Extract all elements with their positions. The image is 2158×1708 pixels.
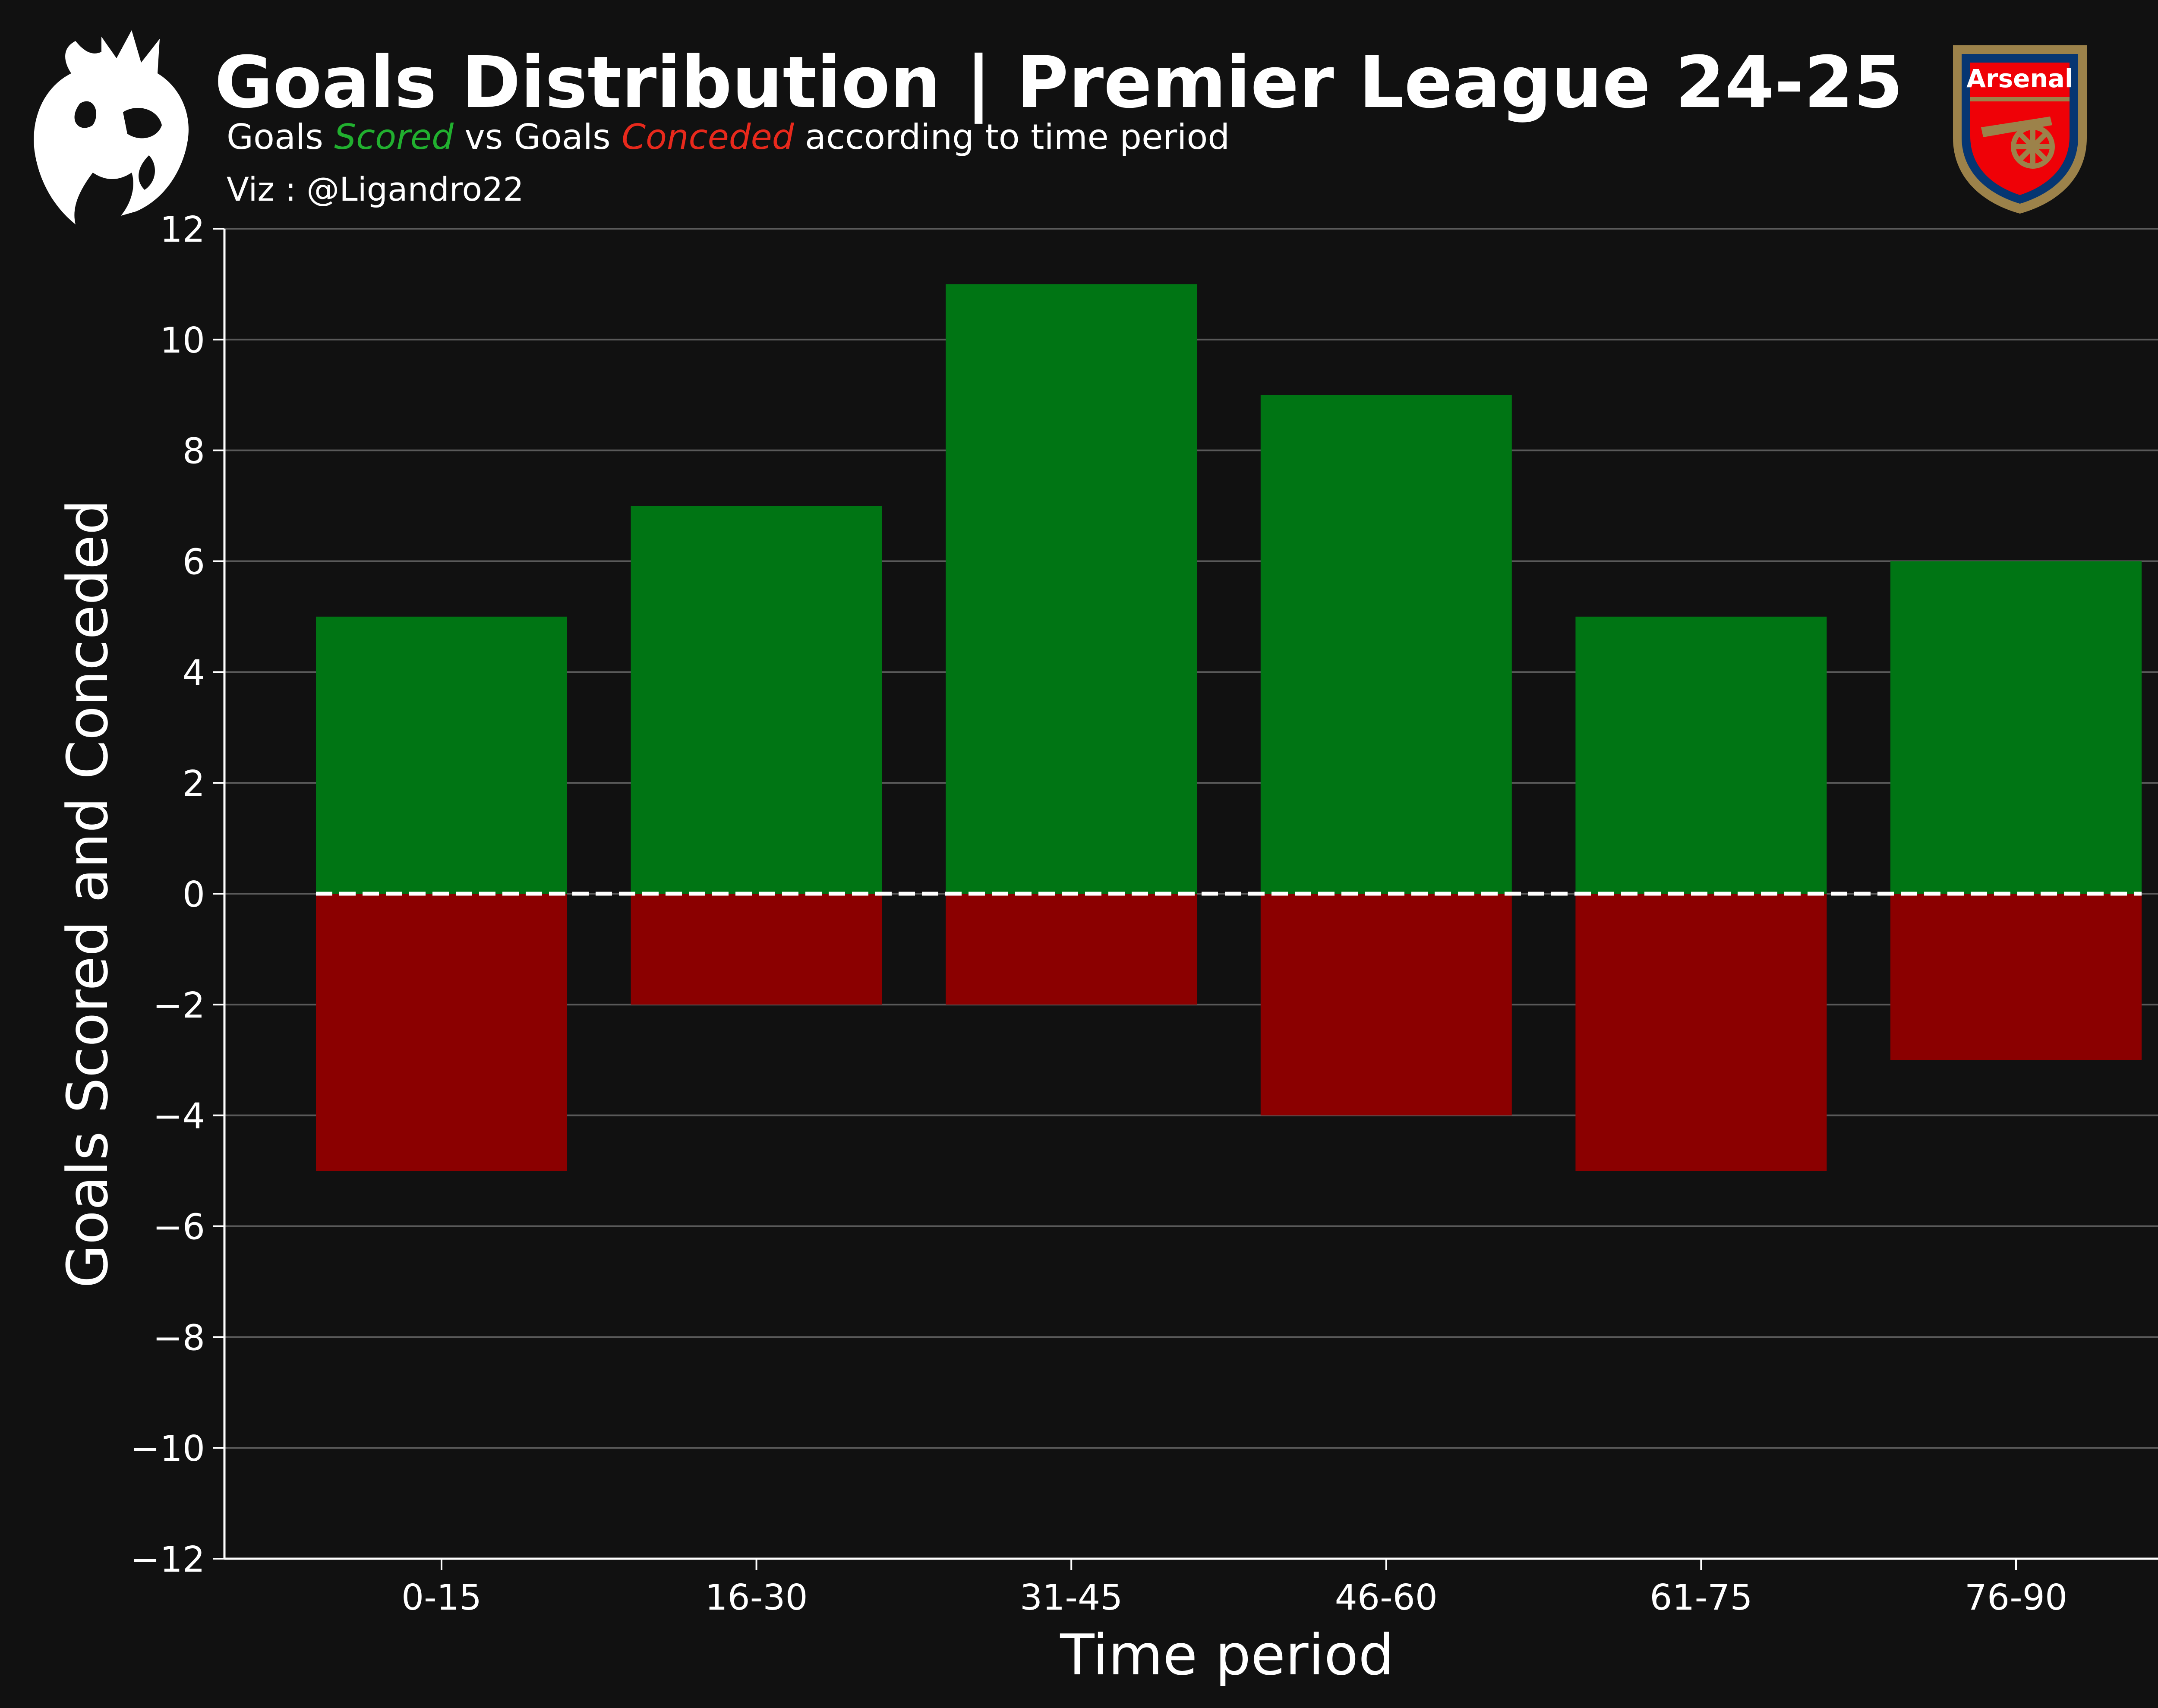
- bars: [316, 284, 2142, 1171]
- arsenal-badge-text: Arsenal: [1966, 64, 2073, 93]
- y-tick-label: 0: [183, 874, 205, 915]
- subtitle-scored-word: Scored: [334, 117, 454, 157]
- x-tick-label: 76-90: [1965, 1577, 2067, 1618]
- bar-scored: [1890, 561, 2142, 894]
- y-tick-label: −6: [153, 1207, 205, 1248]
- subtitle-conceded-word: Conceded: [622, 117, 795, 157]
- bar-conceded: [1575, 894, 1827, 1171]
- bar-scored: [1260, 395, 1512, 894]
- subtitle-part-1: Goals: [227, 117, 334, 157]
- y-tick-label: 2: [183, 763, 205, 804]
- bar-conceded: [316, 894, 567, 1171]
- y-ticks: 12 10 8 6 4 2 0 −2 −4 −6 −8 −10 −12: [130, 209, 224, 1580]
- bar-scored: [631, 506, 882, 894]
- bar-scored: [946, 284, 1197, 894]
- y-tick-label: 4: [183, 652, 205, 693]
- y-tick-label: 8: [183, 431, 205, 472]
- y-tick-label: 12: [160, 209, 205, 250]
- x-tick-label: 46-60: [1335, 1577, 1438, 1618]
- y-tick-label: −10: [130, 1428, 205, 1469]
- x-ticks: 0-15 16-30 31-45 46-60 61-75 76-90: [401, 1559, 2067, 1618]
- y-tick-label: 10: [160, 320, 205, 361]
- bar-scored: [1575, 616, 1827, 894]
- bar-conceded: [1890, 894, 2142, 1060]
- chart-title: Goals Distribution | Premier League 24-2…: [215, 41, 1903, 124]
- y-tick-label: −4: [153, 1096, 205, 1137]
- x-tick-label: 0-15: [401, 1577, 482, 1618]
- y-tick-label: −2: [153, 985, 205, 1026]
- y-tick-label: −12: [130, 1539, 205, 1580]
- arsenal-badge: Arsenal: [1953, 45, 2087, 214]
- chart-credit: Viz : @Ligandro22: [227, 170, 524, 208]
- x-tick-label: 61-75: [1650, 1577, 1752, 1618]
- y-tick-label: −8: [153, 1317, 205, 1358]
- bar-conceded: [1260, 894, 1512, 1116]
- y-axis-label: Goals Scored and Conceded: [55, 499, 120, 1288]
- bar-scored: [316, 616, 567, 894]
- subtitle-part-3: vs Goals: [454, 117, 622, 157]
- x-tick-label: 16-30: [705, 1577, 808, 1618]
- subtitle-part-5: according to time period: [794, 117, 1230, 157]
- bar-conceded: [946, 894, 1197, 1005]
- x-tick-label: 31-45: [1020, 1577, 1123, 1618]
- y-tick-label: 6: [183, 542, 205, 583]
- chart-subtitle: Goals Scored vs Goals Conceded according…: [227, 117, 1230, 157]
- x-axis-label: Time period: [1060, 1622, 1394, 1688]
- bar-conceded: [631, 894, 882, 1005]
- premier-league-lion-logo: [34, 30, 189, 224]
